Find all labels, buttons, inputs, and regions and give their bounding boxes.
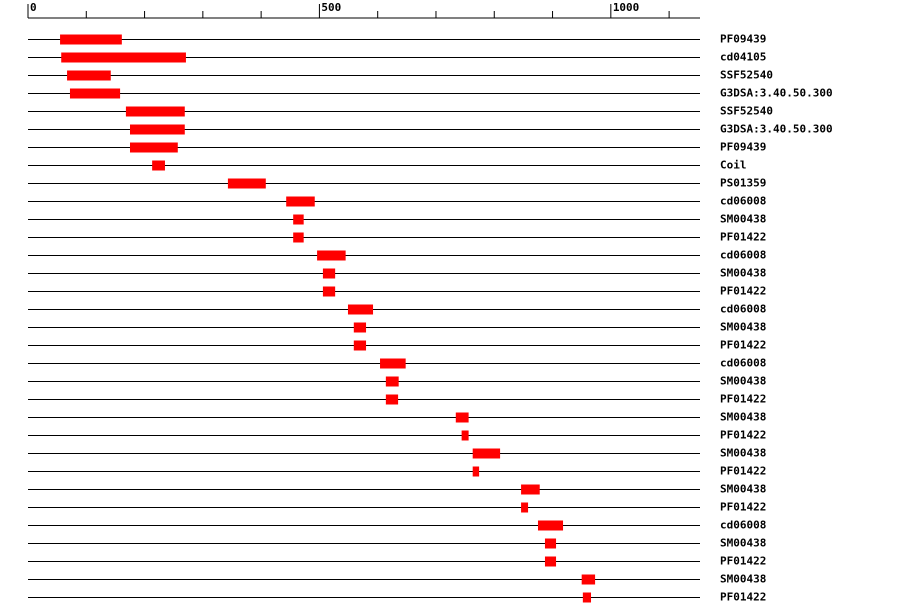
feature-bar (582, 592, 592, 603)
row-label: PF01422 (720, 591, 766, 604)
x-tick-label: 500 (321, 1, 341, 14)
row-label: PF09439 (720, 33, 766, 46)
row-label: PF01422 (720, 339, 766, 352)
row-label: PF09439 (720, 141, 766, 154)
feature-bar (353, 340, 367, 351)
feature-bar (125, 106, 185, 117)
feature-bar (129, 124, 185, 135)
row-label: PF01422 (720, 555, 766, 568)
row-label: SM00438 (720, 483, 766, 496)
feature-bar (380, 358, 406, 369)
feature-bar (385, 376, 399, 387)
row-label: SM00438 (720, 321, 766, 334)
feature-bar (227, 178, 266, 189)
row-label: SM00438 (720, 375, 766, 388)
row-label: cd04105 (720, 51, 766, 64)
feature-bar (461, 430, 469, 441)
feature-bar (521, 502, 529, 513)
row-label: SM00438 (720, 267, 766, 280)
feature-bar (472, 448, 501, 459)
feature-bar (322, 286, 336, 297)
x-tick-label: 1000 (613, 1, 640, 14)
row-label: SM00438 (720, 447, 766, 460)
row-label: cd06008 (720, 195, 766, 208)
row-label: PS01359 (720, 177, 766, 190)
row-label: SSF52540 (720, 105, 773, 118)
row-label: cd06008 (720, 519, 766, 532)
row-label: PF01422 (720, 429, 766, 442)
feature-bar (67, 70, 111, 81)
row-label: PF01422 (720, 501, 766, 514)
row-label: G3DSA:3.40.50.300 (720, 87, 833, 100)
feature-bar (293, 214, 304, 225)
row-label: cd06008 (720, 249, 766, 262)
feature-bar (293, 232, 304, 243)
row-label: SSF52540 (720, 69, 773, 82)
feature-bar (472, 466, 480, 477)
row-label: SM00438 (720, 213, 766, 226)
row-label: SM00438 (720, 411, 766, 424)
row-label: G3DSA:3.40.50.300 (720, 123, 833, 136)
feature-bar (353, 322, 367, 333)
row-label: PF01422 (720, 231, 766, 244)
row-label: cd06008 (720, 357, 766, 370)
feature-bar (152, 160, 165, 171)
feature-bar (129, 142, 178, 153)
feature-bar (61, 52, 186, 63)
row-label: SM00438 (720, 573, 766, 586)
feature-bar (455, 412, 469, 423)
feature-bar (544, 538, 557, 549)
feature-bar (385, 394, 399, 405)
row-label: PF01422 (720, 285, 766, 298)
feature-bar (60, 34, 122, 45)
feature-bar (286, 196, 315, 207)
row-label: cd06008 (720, 303, 766, 316)
feature-bar (322, 268, 336, 279)
feature-bar (521, 484, 540, 495)
feature-bar (544, 556, 557, 567)
feature-bar (69, 88, 121, 99)
feature-bar (347, 304, 374, 315)
row-label: SM00438 (720, 537, 766, 550)
x-tick-label: 0 (30, 1, 37, 14)
feature-bar (537, 520, 564, 531)
feature-bar (581, 574, 596, 585)
row-label: PF01422 (720, 393, 766, 406)
feature-bar (317, 250, 346, 261)
row-label: Coil (720, 159, 747, 172)
row-label: PF01422 (720, 465, 766, 478)
